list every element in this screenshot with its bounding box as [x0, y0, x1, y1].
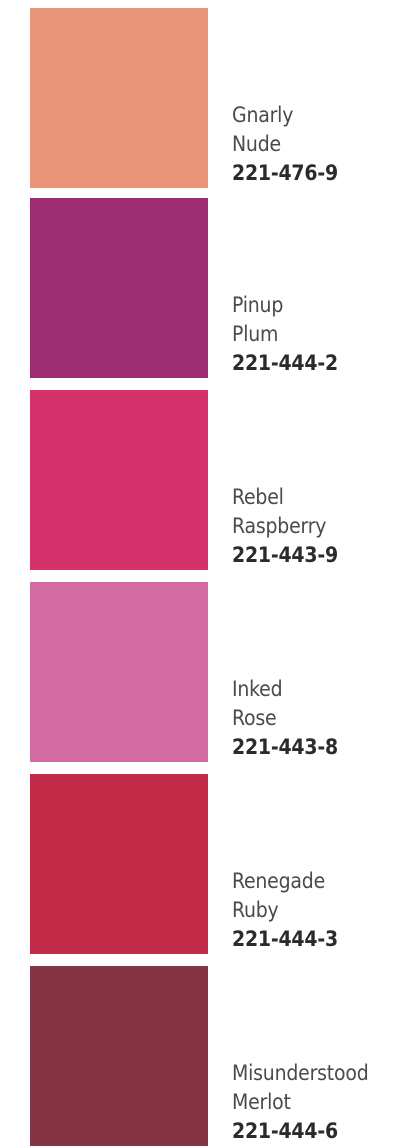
- color-code: 221-444-6: [232, 1119, 338, 1143]
- color-code: 221-444-2: [232, 351, 338, 375]
- swatch-misunderstood-merlot: Misunderstood Merlot 221-444-6: [0, 966, 401, 1146]
- color-name-line2: Merlot: [232, 1090, 291, 1114]
- color-code: 221-443-8: [232, 735, 338, 759]
- color-chip: [30, 390, 208, 570]
- color-chip: [30, 198, 208, 378]
- color-name-line1: Renegade: [232, 869, 326, 893]
- swatch-label: Rebel Raspberry 221-443-9: [232, 483, 397, 570]
- color-name-line1: Misunderstood: [232, 1061, 369, 1085]
- swatch-label: Inked Rose 221-443-8: [232, 675, 397, 762]
- swatch-label: Renegade Ruby 221-444-3: [232, 867, 397, 954]
- color-name-line2: Plum: [232, 322, 279, 346]
- color-name-line2: Rose: [232, 706, 277, 730]
- color-name-line1: Gnarly: [232, 103, 294, 127]
- color-name-line1: Pinup: [232, 293, 284, 317]
- swatch-label: Misunderstood Merlot 221-444-6: [232, 1059, 397, 1146]
- swatch-label: Pinup Plum 221-444-2: [232, 291, 397, 378]
- color-chip: [30, 582, 208, 762]
- color-code: 221-476-9: [232, 161, 338, 185]
- color-name-line1: Inked: [232, 677, 283, 701]
- color-code: 221-443-9: [232, 543, 338, 567]
- swatch-pinup-plum: Pinup Plum 221-444-2: [0, 198, 401, 378]
- swatch-rebel-raspberry: Rebel Raspberry 221-443-9: [0, 390, 401, 570]
- color-name-line2: Raspberry: [232, 514, 327, 538]
- swatch-label: Gnarly Nude 221-476-9: [232, 101, 397, 188]
- swatch-inked-rose: Inked Rose 221-443-8: [0, 582, 401, 762]
- swatch-renegade-ruby: Renegade Ruby 221-444-3: [0, 774, 401, 954]
- color-chip: [30, 8, 208, 188]
- color-code: 221-444-3: [232, 927, 338, 951]
- color-name-line2: Ruby: [232, 898, 279, 922]
- swatch-gnarly-nude: Gnarly Nude 221-476-9: [0, 8, 401, 188]
- color-name-line1: Rebel: [232, 485, 284, 509]
- color-chip: [30, 774, 208, 954]
- color-name-line2: Nude: [232, 132, 281, 156]
- color-chip: [30, 966, 208, 1146]
